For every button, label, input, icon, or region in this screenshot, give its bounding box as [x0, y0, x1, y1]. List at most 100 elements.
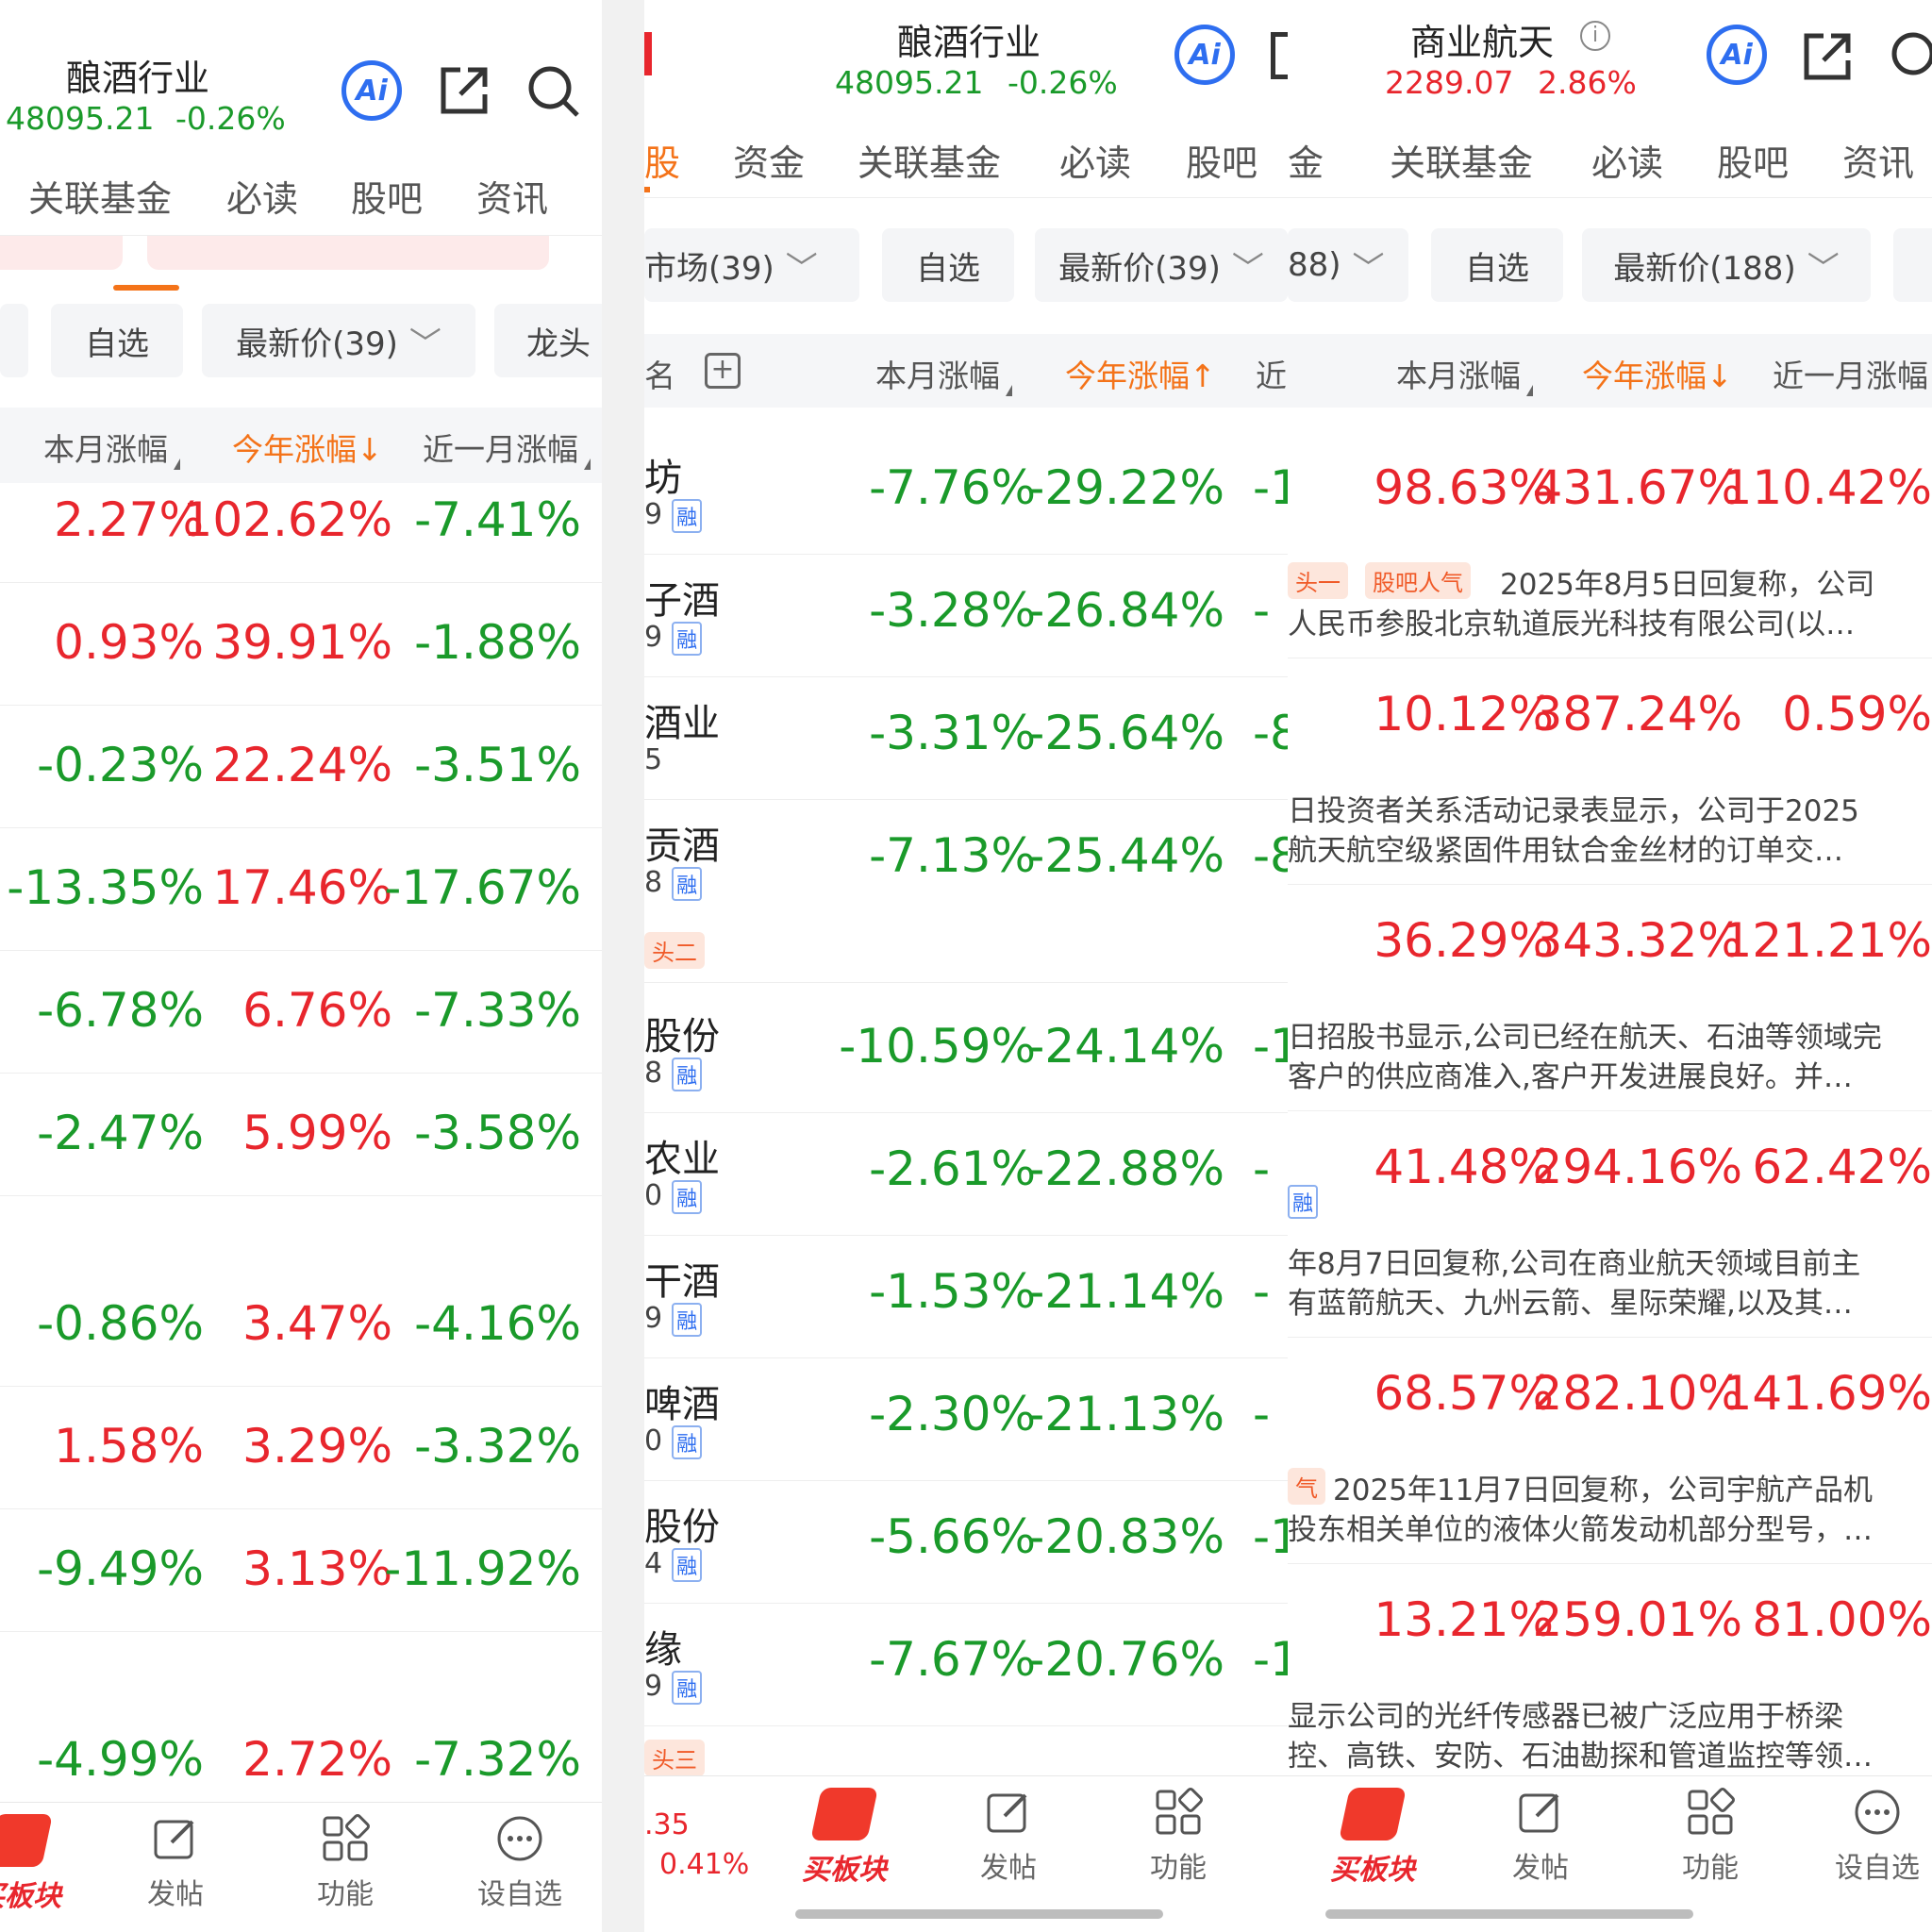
filter-watchlist[interactable]: 自选 [882, 228, 1014, 302]
share-icon[interactable] [1271, 32, 1288, 79]
table-row[interactable] [0, 828, 602, 951]
post-label: 发帖 [147, 1878, 204, 1911]
news-line-1[interactable]: 显示公司的光纤传感器已被广泛应用于桥梁 [1288, 1700, 1843, 1734]
table-row[interactable] [0, 1264, 602, 1387]
post-button[interactable]: 发帖 [128, 1814, 223, 1912]
ai-button[interactable]: Ai [341, 60, 402, 121]
promo-card[interactable] [147, 236, 549, 270]
table-row[interactable] [644, 432, 1288, 555]
table-row[interactable] [644, 555, 1288, 677]
news-line-2[interactable]: 有蓝箭航天、九州云箭、星际荣耀,以及其… [1288, 1287, 1853, 1321]
filter-market[interactable]: 市场(39) ﹀ [644, 228, 859, 302]
tab-news[interactable]: 资讯 [1842, 142, 1915, 184]
function-button[interactable]: 功能 [1131, 1788, 1225, 1886]
filter-chip[interactable] [0, 304, 28, 377]
table-row[interactable] [644, 991, 1288, 1113]
table-row[interactable] [1288, 658, 1932, 885]
news-line-2[interactable]: 投东相关单位的液体火箭发动机部分型号，… [1288, 1513, 1873, 1547]
filter-watchlist[interactable]: 自选 [1431, 228, 1563, 302]
post-button[interactable]: 发帖 [1493, 1788, 1588, 1886]
cell-year: -25.44% [1027, 828, 1224, 883]
cell-recent: -11.92% [384, 1541, 581, 1596]
filter-latest-price[interactable]: 最新价(39) ﹀ [202, 304, 475, 377]
news-line-2[interactable]: 客户的供应商准入,客户开发进展良好。并… [1288, 1060, 1853, 1094]
table-row[interactable] [644, 1236, 1288, 1358]
table-row[interactable] [1288, 1111, 1932, 1338]
news-line-1[interactable]: 2025年8月5日回复称，公司 [1500, 568, 1875, 602]
table-row[interactable] [644, 1481, 1288, 1604]
share-icon[interactable] [436, 62, 492, 119]
table-row[interactable] [644, 677, 1288, 800]
post-button[interactable]: 发帖 [961, 1788, 1056, 1886]
tab-capital[interactable]: 金 [1288, 142, 1324, 184]
tab-stocks[interactable]: 股 [644, 142, 681, 184]
back-edge[interactable] [644, 32, 652, 75]
table-row[interactable] [644, 800, 1288, 983]
search-icon[interactable] [1888, 28, 1932, 85]
ai-button[interactable]: Ai [1174, 25, 1235, 85]
col-year[interactable]: 今年涨幅↓ [232, 431, 383, 468]
table-row[interactable] [644, 1604, 1288, 1726]
tab-forum[interactable]: 股吧 [1717, 142, 1790, 184]
buy-sector-button[interactable]: 买板块 [1316, 1788, 1429, 1888]
table-row[interactable] [644, 1113, 1288, 1236]
col-recent-month[interactable]: 近一月涨幅 [1773, 358, 1928, 394]
news-line-2[interactable]: 航天航空级紧固件用钛合金丝材的订单交… [1288, 834, 1843, 868]
ai-button[interactable]: Ai [1707, 25, 1767, 85]
table-row[interactable] [1288, 1338, 1932, 1564]
col-recent-month[interactable]: 近一月涨幅 [423, 425, 591, 470]
news-line-1[interactable]: 日投资者关系活动记录表显示，公司于2025 [1288, 794, 1859, 828]
tab-forum[interactable]: 股吧 [351, 178, 424, 220]
filter-latest-price[interactable]: 最新价(188) ﹀ [1582, 228, 1871, 302]
news-line-1[interactable]: 日招股书显示,公司已经在航天、石油等领域完 [1288, 1021, 1882, 1055]
table-row[interactable] [0, 1509, 602, 1632]
news-line-1[interactable]: 年8月7日回复称,公司在商业航天领域目前主 [1288, 1247, 1861, 1281]
filter-watchlist[interactable]: 自选 [51, 304, 183, 377]
tab-must-read[interactable]: 必读 [1059, 142, 1132, 184]
buy-sector-button[interactable]: 买板块 [0, 1814, 66, 1914]
add-watchlist-button[interactable]: 设自选 [468, 1814, 572, 1912]
col-recent-month[interactable]: 近 [1256, 358, 1287, 394]
col-month[interactable]: 本月涨幅 [43, 425, 180, 470]
tab-fund[interactable]: 关联基金 [28, 178, 173, 220]
home-indicator[interactable] [1325, 1909, 1693, 1919]
table-row[interactable] [0, 706, 602, 828]
tab-news[interactable]: 资讯 [476, 178, 549, 220]
col-month[interactable]: 本月涨幅 [1396, 351, 1533, 396]
table-row[interactable] [1288, 885, 1932, 1111]
col-year[interactable]: 今年涨幅↓ [1582, 358, 1733, 394]
table-row[interactable] [0, 951, 602, 1074]
function-button[interactable]: 功能 [298, 1814, 392, 1912]
col-year[interactable]: 今年涨幅↑ [1065, 358, 1216, 394]
filter-market[interactable]: 88) ﹀ [1288, 228, 1408, 302]
home-indicator[interactable] [795, 1909, 1163, 1919]
filter-latest-price[interactable]: 最新价(39) ﹀ [1035, 228, 1288, 302]
news-line-2[interactable]: 人民币参股北京轨道辰光科技有限公司(以… [1288, 608, 1856, 641]
table-row[interactable] [0, 583, 602, 706]
table-row[interactable] [644, 1358, 1288, 1481]
tab-must-read[interactable]: 必读 [1591, 142, 1664, 184]
buy-sector-button[interactable]: 买板块 [788, 1788, 901, 1888]
col-month[interactable]: 本月涨幅 [875, 351, 1012, 396]
function-button[interactable]: 功能 [1663, 1788, 1757, 1886]
news-line-2[interactable]: 控、高铁、安防、石油勘探和管道监控等领… [1288, 1740, 1873, 1774]
info-icon[interactable]: i [1580, 21, 1610, 51]
filter-chip[interactable] [1893, 228, 1932, 302]
table-row[interactable] [1288, 432, 1932, 658]
table-row[interactable] [0, 1074, 602, 1196]
cell-year: 39.91% [212, 615, 392, 670]
add-watchlist-button[interactable]: 设自选 [1825, 1788, 1929, 1886]
tab-fund[interactable]: 关联基金 [858, 142, 1002, 184]
tab-capital[interactable]: 资金 [733, 142, 806, 184]
tab-forum[interactable]: 股吧 [1186, 142, 1258, 184]
filter-leader[interactable]: 龙头 [494, 304, 602, 377]
tab-fund[interactable]: 关联基金 [1390, 142, 1534, 184]
table-row[interactable] [0, 1387, 602, 1509]
news-line-1[interactable]: 2025年11月7日回复称，公司宇航产品机 [1333, 1474, 1874, 1507]
table-row[interactable] [0, 460, 602, 583]
add-icon[interactable]: + [705, 353, 741, 389]
promo-card[interactable] [0, 236, 123, 270]
search-icon[interactable] [525, 62, 581, 119]
tab-must-read[interactable]: 必读 [226, 178, 299, 220]
share-icon[interactable] [1799, 28, 1856, 85]
